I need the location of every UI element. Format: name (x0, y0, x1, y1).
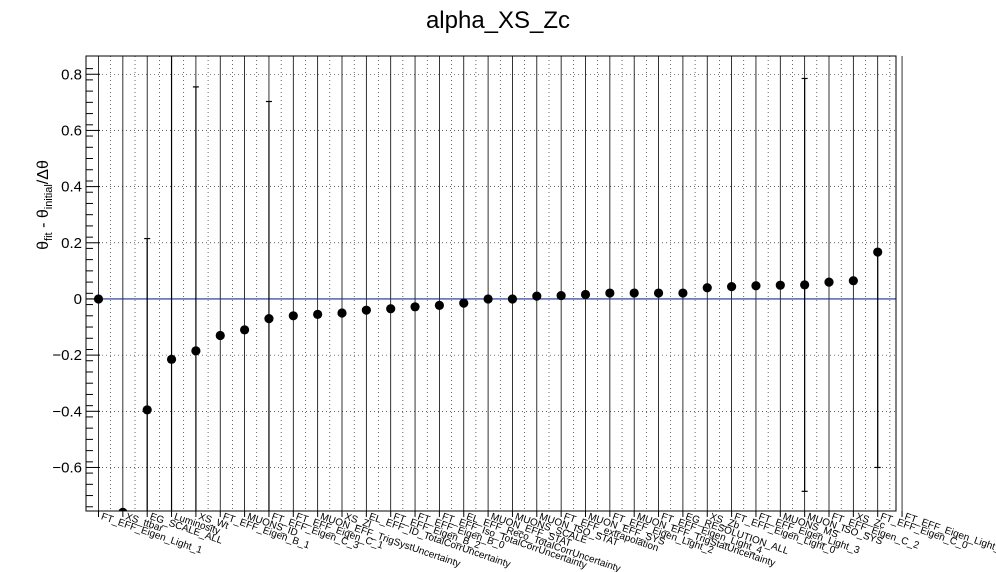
y-tick-label: 0.8 (61, 66, 82, 83)
y-label-sub-fit: fit (43, 232, 55, 241)
data-point (653, 288, 664, 298)
data-point (313, 309, 323, 319)
chart-title: alpha_XS_Zc (426, 7, 570, 34)
y-tick-label: 0.2 (61, 235, 82, 252)
data-point (824, 277, 834, 287)
data-point (556, 290, 566, 301)
data-point (142, 405, 152, 415)
y-tick-labels: −0.6 −0.4 −0.2 0 0.2 0.4 0.6 0.8 (52, 66, 82, 476)
data-point (800, 280, 810, 290)
data-point (118, 507, 128, 511)
data-point (702, 283, 712, 293)
y-axis-label: θfit - θinitial/Δθ (35, 160, 55, 250)
y-tick-label: 0.6 (61, 122, 82, 139)
y-ticks (86, 68, 100, 508)
data-point (191, 346, 201, 356)
data-point (434, 300, 444, 311)
data-point (629, 288, 639, 298)
data-point (166, 354, 177, 364)
y-tick-label: −0.2 (52, 347, 82, 364)
data-point (264, 314, 274, 324)
y-tick-label: −0.6 (52, 459, 82, 476)
data-point (386, 304, 396, 314)
data-point (873, 247, 883, 257)
plot-frame (85, 55, 897, 512)
data-point (605, 288, 615, 298)
data-point (775, 280, 785, 290)
data-points (93, 247, 883, 511)
y-tick-label: 0 (74, 291, 82, 308)
data-point (751, 281, 761, 291)
y-label-sub-initial: initial (43, 184, 55, 209)
y-label-mid: - θ (35, 209, 52, 232)
data-point (483, 294, 493, 304)
y-tick-label: 0.4 (61, 179, 82, 196)
x-ticks (98, 511, 903, 517)
data-point (848, 276, 858, 286)
data-point (240, 325, 250, 335)
data-point (215, 330, 225, 341)
data-point (678, 288, 688, 298)
y-label-tail: /Δθ (35, 160, 52, 184)
data-point (727, 281, 737, 292)
y-label-theta-fit: θ (35, 241, 52, 250)
data-point (337, 308, 347, 318)
data-point (532, 291, 542, 301)
data-point (580, 289, 591, 300)
data-point (288, 311, 298, 321)
grid (86, 56, 903, 511)
data-point (361, 305, 371, 315)
data-point (507, 294, 518, 304)
y-tick-label: −0.4 (52, 403, 82, 420)
data-point (410, 302, 420, 312)
x-category-labels: FT_EFF_Eigen_Light_1XS_ttbarEG_SCALE_ALL… (100, 511, 996, 572)
data-point (459, 298, 469, 308)
